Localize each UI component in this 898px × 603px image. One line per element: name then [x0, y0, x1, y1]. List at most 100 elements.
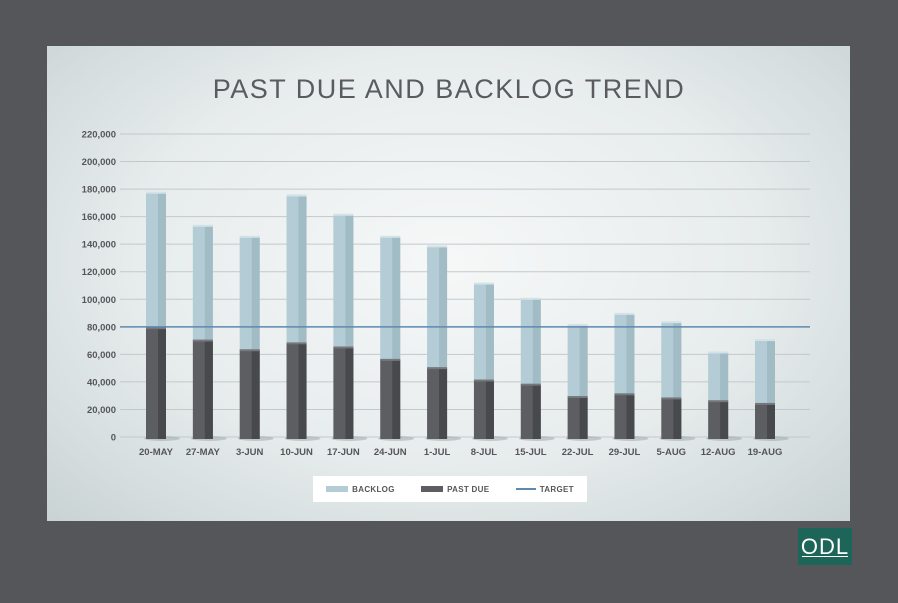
bar-mid-cap — [708, 400, 729, 403]
y-tick-label: 220,000 — [82, 130, 116, 141]
bar-backlog-side — [392, 237, 401, 360]
bar-top-cap — [661, 321, 682, 324]
bar-top-cap — [427, 245, 448, 248]
y-tick-label: 180,000 — [82, 185, 116, 196]
x-tick-label: 15-JUL — [515, 447, 547, 458]
legend-swatch-backlog — [326, 486, 349, 492]
bar-top-cap — [380, 235, 401, 238]
bar-past-due-side — [673, 398, 682, 439]
bar-mid-cap — [520, 383, 541, 386]
chart-title: PAST DUE AND BACKLOG TREND — [212, 74, 686, 104]
bar-mid-cap — [380, 358, 401, 361]
bar-backlog-side — [532, 299, 541, 385]
x-tick-label: 10-JUN — [280, 447, 313, 458]
bar-backlog-side — [720, 352, 729, 402]
legend-item-past-due: PAST DUE — [421, 485, 489, 494]
bars — [144, 191, 789, 441]
bar-mid-cap — [755, 402, 775, 405]
bar-past-due-side — [345, 347, 354, 439]
bar-backlog-side — [158, 193, 166, 329]
bar-past-due-side — [251, 350, 260, 439]
bar-past-due-side — [392, 359, 401, 439]
bar-top-cap — [755, 339, 775, 342]
bar-backlog-side — [673, 322, 682, 399]
bar-past-due-side — [767, 403, 775, 439]
x-tick-label: 3-JUN — [236, 447, 264, 458]
y-tick-label: 140,000 — [82, 240, 116, 251]
legend-label-target: TARGET — [539, 484, 574, 494]
bar-mid-cap — [286, 342, 307, 345]
x-tick-label: 19-AUG — [748, 447, 783, 458]
legend-item-backlog: BACKLOG — [326, 485, 395, 494]
y-tick-label: 20,000 — [87, 405, 116, 416]
bar-mid-cap — [146, 327, 166, 330]
legend-label-backlog: BACKLOG — [352, 484, 395, 494]
x-tick-label: 24-JUN — [374, 447, 407, 458]
x-axis-ticks: 20-MAY 27-MAY 3-JUN 10-JUN 17-JUN 24-JUN 1-JUL… — [139, 447, 782, 458]
bar-backlog-side — [579, 325, 588, 398]
bar-backlog-side — [626, 314, 635, 395]
bar-backlog-side — [767, 340, 775, 404]
bar-top-cap — [473, 282, 494, 285]
bar-top-cap — [520, 297, 541, 300]
x-tick-label: 29-JUL — [609, 447, 641, 458]
bar-top-cap — [567, 323, 588, 326]
chart-panel — [47, 46, 850, 521]
bar-mid-cap — [567, 396, 588, 399]
legend-item-target: TARGET — [515, 484, 574, 494]
bar-past-due-side — [204, 340, 213, 439]
bar-past-due-side — [298, 343, 307, 439]
bar-top-cap — [286, 194, 307, 197]
bar-backlog-side — [251, 237, 260, 351]
bar-top-cap — [614, 312, 635, 315]
bar-mid-cap — [239, 349, 260, 352]
bar-top-cap — [192, 224, 213, 227]
y-tick-label: 120,000 — [82, 267, 116, 278]
bar-past-due-side — [626, 394, 635, 439]
bar-past-due-side — [158, 328, 166, 439]
y-tick-label: 60,000 — [87, 350, 116, 361]
y-tick-label: 0 — [111, 433, 116, 444]
x-tick-label: 27-MAY — [186, 447, 221, 458]
x-tick-label: 17-JUN — [327, 447, 360, 458]
bar-backlog-side — [298, 195, 307, 344]
legend: BACKLOG PAST DUE TARGET — [313, 476, 587, 502]
x-tick-label: 8-JUL — [471, 447, 498, 458]
company-logo: ODL — [798, 528, 852, 565]
y-tick-label: 100,000 — [82, 295, 116, 306]
legend-swatch-past-due — [421, 486, 444, 492]
logo-underline — [802, 556, 848, 557]
y-axis-ticks: 0 20,000 40,000 60,000 80,000 100,000 120,000 1… — [82, 130, 116, 444]
bar-backlog-side — [345, 215, 354, 348]
x-tick-label: 5-AUG — [657, 447, 687, 458]
logo-text: ODL — [800, 533, 850, 559]
bar-past-due-side — [485, 380, 494, 439]
bar-top-cap — [333, 213, 354, 216]
bar-mid-cap — [427, 367, 448, 370]
gridlines — [120, 133, 810, 438]
bar-mid-cap — [473, 379, 494, 382]
bar-past-due-side — [720, 401, 729, 439]
bar-mid-cap — [333, 346, 354, 349]
legend-swatch-target — [515, 488, 536, 490]
y-tick-label: 160,000 — [82, 212, 116, 223]
bar-mid-cap — [614, 393, 635, 396]
legend-label-past-due: PAST DUE — [447, 484, 490, 494]
bar-top-cap — [708, 351, 729, 354]
bar-mid-cap — [192, 339, 213, 342]
y-tick-label: 200,000 — [82, 157, 116, 168]
bar-backlog-side — [439, 246, 448, 369]
bar-past-due-side — [579, 397, 588, 439]
bar-past-due-side — [532, 384, 541, 439]
x-tick-label: 20-MAY — [139, 447, 174, 458]
bar-past-due-side — [439, 368, 448, 439]
bar-top-cap — [239, 235, 260, 238]
x-tick-label: 12-AUG — [701, 447, 736, 458]
bar-backlog-side — [204, 226, 213, 341]
y-tick-label: 80,000 — [87, 322, 116, 333]
bar-mid-cap — [661, 397, 682, 400]
y-tick-label: 40,000 — [87, 377, 116, 388]
bar-backlog-side — [485, 284, 494, 381]
x-tick-label: 22-JUL — [562, 447, 594, 458]
